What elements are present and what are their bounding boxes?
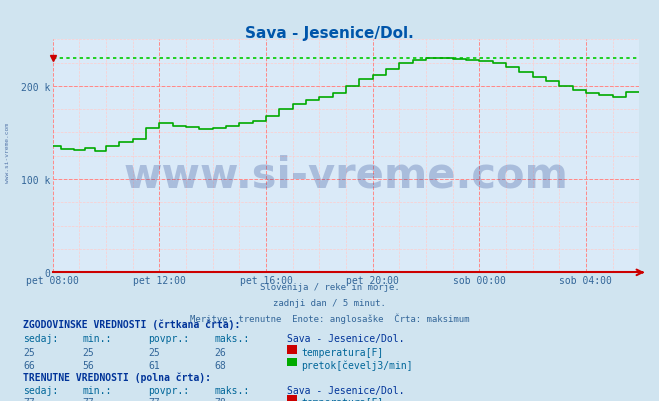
- Text: 25: 25: [148, 347, 160, 357]
- Text: Sava - Jesenice/Dol.: Sava - Jesenice/Dol.: [245, 26, 414, 41]
- Text: pretok[čevelj3/min]: pretok[čevelj3/min]: [301, 360, 413, 370]
- Text: 68: 68: [214, 360, 226, 370]
- Text: 25: 25: [23, 347, 35, 357]
- Text: min.:: min.:: [82, 334, 112, 344]
- Text: 78: 78: [214, 397, 226, 401]
- Text: 77: 77: [23, 397, 35, 401]
- Text: 66: 66: [23, 360, 35, 370]
- Text: Sava - Jesenice/Dol.: Sava - Jesenice/Dol.: [287, 334, 404, 344]
- Text: Slovenija / reke in morje.: Slovenija / reke in morje.: [260, 283, 399, 292]
- Text: 77: 77: [148, 397, 160, 401]
- Text: Meritve: trenutne  Enote: anglosaške  Črta: maksimum: Meritve: trenutne Enote: anglosaške Črta…: [190, 313, 469, 324]
- Text: ZGODOVINSKE VREDNOSTI (črtkana črta):: ZGODOVINSKE VREDNOSTI (črtkana črta):: [23, 319, 241, 329]
- Text: povpr.:: povpr.:: [148, 385, 189, 395]
- Text: TRENUTNE VREDNOSTI (polna črta):: TRENUTNE VREDNOSTI (polna črta):: [23, 372, 211, 382]
- Text: 56: 56: [82, 360, 94, 370]
- Text: sedaj:: sedaj:: [23, 385, 58, 395]
- Text: temperatura[F]: temperatura[F]: [301, 397, 384, 401]
- Text: zadnji dan / 5 minut.: zadnji dan / 5 minut.: [273, 298, 386, 307]
- Text: maks.:: maks.:: [214, 385, 249, 395]
- Text: povpr.:: povpr.:: [148, 334, 189, 344]
- Text: www.si-vreme.com: www.si-vreme.com: [123, 154, 569, 196]
- Text: 26: 26: [214, 347, 226, 357]
- Text: min.:: min.:: [82, 385, 112, 395]
- Text: www.si-vreme.com: www.si-vreme.com: [5, 122, 11, 182]
- Text: Sava - Jesenice/Dol.: Sava - Jesenice/Dol.: [287, 385, 404, 395]
- Text: maks.:: maks.:: [214, 334, 249, 344]
- Text: 77: 77: [82, 397, 94, 401]
- Text: 61: 61: [148, 360, 160, 370]
- Text: 25: 25: [82, 347, 94, 357]
- Text: temperatura[F]: temperatura[F]: [301, 347, 384, 357]
- Text: sedaj:: sedaj:: [23, 334, 58, 344]
